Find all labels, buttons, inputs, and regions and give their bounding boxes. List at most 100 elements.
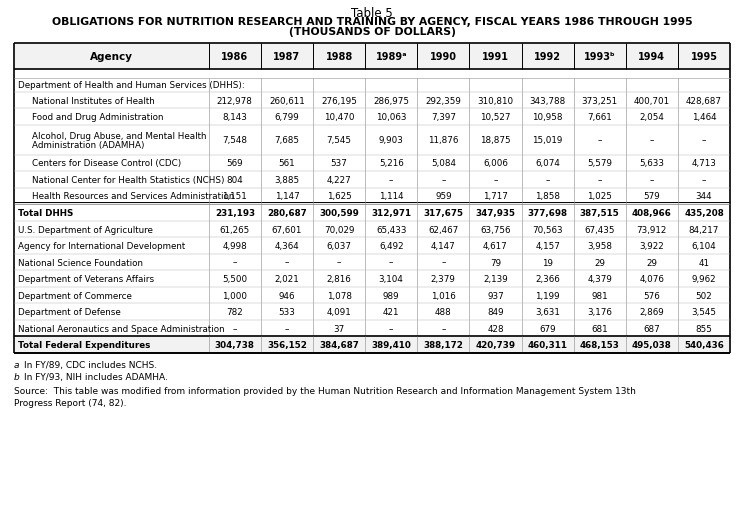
Text: Alcohol, Drug Abuse, and Mental Health: Alcohol, Drug Abuse, and Mental Health	[32, 131, 207, 140]
Text: 946: 946	[279, 291, 295, 300]
Text: –: –	[441, 324, 446, 333]
Text: 981: 981	[591, 291, 608, 300]
Text: 2,869: 2,869	[639, 308, 664, 317]
Text: 212,978: 212,978	[217, 96, 253, 106]
Text: –: –	[702, 176, 706, 184]
Text: Total DHHS: Total DHHS	[18, 209, 74, 218]
Text: 67,601: 67,601	[272, 225, 302, 234]
Text: 1,717: 1,717	[483, 192, 508, 201]
Text: 540,436: 540,436	[684, 340, 724, 349]
Text: Progress Report (74, 82).: Progress Report (74, 82).	[14, 398, 126, 407]
Text: 4,227: 4,227	[327, 176, 351, 184]
Text: b: b	[14, 372, 20, 381]
Text: 420,739: 420,739	[475, 340, 516, 349]
Text: –: –	[441, 258, 446, 267]
Text: Centers for Disease Control (CDC): Centers for Disease Control (CDC)	[32, 159, 182, 168]
Text: 15,019: 15,019	[533, 136, 562, 145]
Text: 37: 37	[333, 324, 344, 333]
Text: 29: 29	[594, 258, 605, 267]
Text: 70,029: 70,029	[324, 225, 354, 234]
Text: 377,698: 377,698	[527, 209, 568, 218]
Text: 579: 579	[644, 192, 660, 201]
Text: Food and Drug Administration: Food and Drug Administration	[32, 113, 164, 122]
Text: 576: 576	[644, 291, 660, 300]
Text: 6,492: 6,492	[379, 241, 403, 250]
Text: 292,359: 292,359	[426, 96, 461, 106]
Text: 5,579: 5,579	[587, 159, 612, 168]
Text: 347,935: 347,935	[475, 209, 516, 218]
Text: 408,966: 408,966	[632, 209, 672, 218]
Text: 1,147: 1,147	[275, 192, 299, 201]
Text: 502: 502	[696, 291, 712, 300]
Text: –: –	[545, 176, 550, 184]
Bar	[14, 337, 730, 354]
Text: 6,104: 6,104	[692, 241, 716, 250]
Text: 1993ᵇ: 1993ᵇ	[584, 52, 615, 62]
Text: 384,687: 384,687	[319, 340, 359, 349]
Text: Agency for International Development: Agency for International Development	[18, 241, 185, 250]
Text: 804: 804	[226, 176, 243, 184]
Text: 537: 537	[330, 159, 347, 168]
Text: –: –	[389, 324, 394, 333]
Text: OBLIGATIONS FOR NUTRITION RESEARCH AND TRAINING BY AGENCY, FISCAL YEARS 1986 THR: OBLIGATIONS FOR NUTRITION RESEARCH AND T…	[51, 17, 693, 27]
Text: Table 5: Table 5	[351, 7, 393, 20]
Text: 7,545: 7,545	[327, 136, 352, 145]
Text: –: –	[233, 258, 237, 267]
Text: 5,633: 5,633	[639, 159, 664, 168]
Text: 10,958: 10,958	[532, 113, 562, 122]
Text: 1,025: 1,025	[587, 192, 612, 201]
Text: 1992: 1992	[534, 52, 561, 62]
Text: 959: 959	[435, 192, 452, 201]
Text: Health Resources and Services Administration: Health Resources and Services Administra…	[32, 192, 234, 201]
Text: 276,195: 276,195	[321, 96, 357, 106]
Text: 681: 681	[591, 324, 608, 333]
Text: Department of Defense: Department of Defense	[18, 308, 121, 317]
Text: 1,858: 1,858	[535, 192, 560, 201]
Text: 1,114: 1,114	[379, 192, 403, 201]
Text: 67,435: 67,435	[585, 225, 615, 234]
Text: National Aeronautics and Space Administration: National Aeronautics and Space Administr…	[18, 324, 225, 333]
Text: 3,885: 3,885	[275, 176, 300, 184]
Text: –: –	[650, 136, 654, 145]
Text: –: –	[597, 136, 602, 145]
Text: –: –	[285, 258, 289, 267]
Text: 231,193: 231,193	[215, 209, 255, 218]
Bar	[14, 44, 730, 70]
Text: Total Federal Expenditures: Total Federal Expenditures	[18, 340, 150, 349]
Text: 989: 989	[383, 291, 400, 300]
Text: –: –	[389, 176, 394, 184]
Text: 9,962: 9,962	[692, 275, 716, 283]
Text: 18,875: 18,875	[480, 136, 510, 145]
Text: –: –	[233, 324, 237, 333]
Text: 1,151: 1,151	[222, 192, 247, 201]
Text: 61,265: 61,265	[219, 225, 250, 234]
Text: 1,464: 1,464	[692, 113, 716, 122]
Text: 356,152: 356,152	[267, 340, 307, 349]
Text: 2,054: 2,054	[639, 113, 664, 122]
Text: 679: 679	[539, 324, 556, 333]
Text: 849: 849	[487, 308, 504, 317]
Text: 495,038: 495,038	[632, 340, 672, 349]
Text: 1995: 1995	[690, 52, 717, 62]
Text: 4,713: 4,713	[691, 159, 716, 168]
Text: 3,631: 3,631	[535, 308, 560, 317]
Text: 2,021: 2,021	[275, 275, 299, 283]
Text: 389,410: 389,410	[371, 340, 411, 349]
Text: 421: 421	[383, 308, 400, 317]
Text: 1986: 1986	[221, 52, 248, 62]
Text: 41: 41	[699, 258, 710, 267]
Text: 2,366: 2,366	[535, 275, 560, 283]
Text: 11,876: 11,876	[428, 136, 458, 145]
Text: 19: 19	[542, 258, 553, 267]
Text: 5,084: 5,084	[431, 159, 456, 168]
Text: 4,076: 4,076	[639, 275, 664, 283]
Text: –: –	[441, 176, 446, 184]
Text: 388,172: 388,172	[423, 340, 464, 349]
Text: –: –	[337, 258, 341, 267]
Text: 2,379: 2,379	[431, 275, 456, 283]
Text: National Science Foundation: National Science Foundation	[18, 258, 143, 267]
Text: 2,816: 2,816	[327, 275, 351, 283]
Text: 387,515: 387,515	[580, 209, 620, 218]
Text: 1,016: 1,016	[431, 291, 455, 300]
Text: 29: 29	[647, 258, 657, 267]
